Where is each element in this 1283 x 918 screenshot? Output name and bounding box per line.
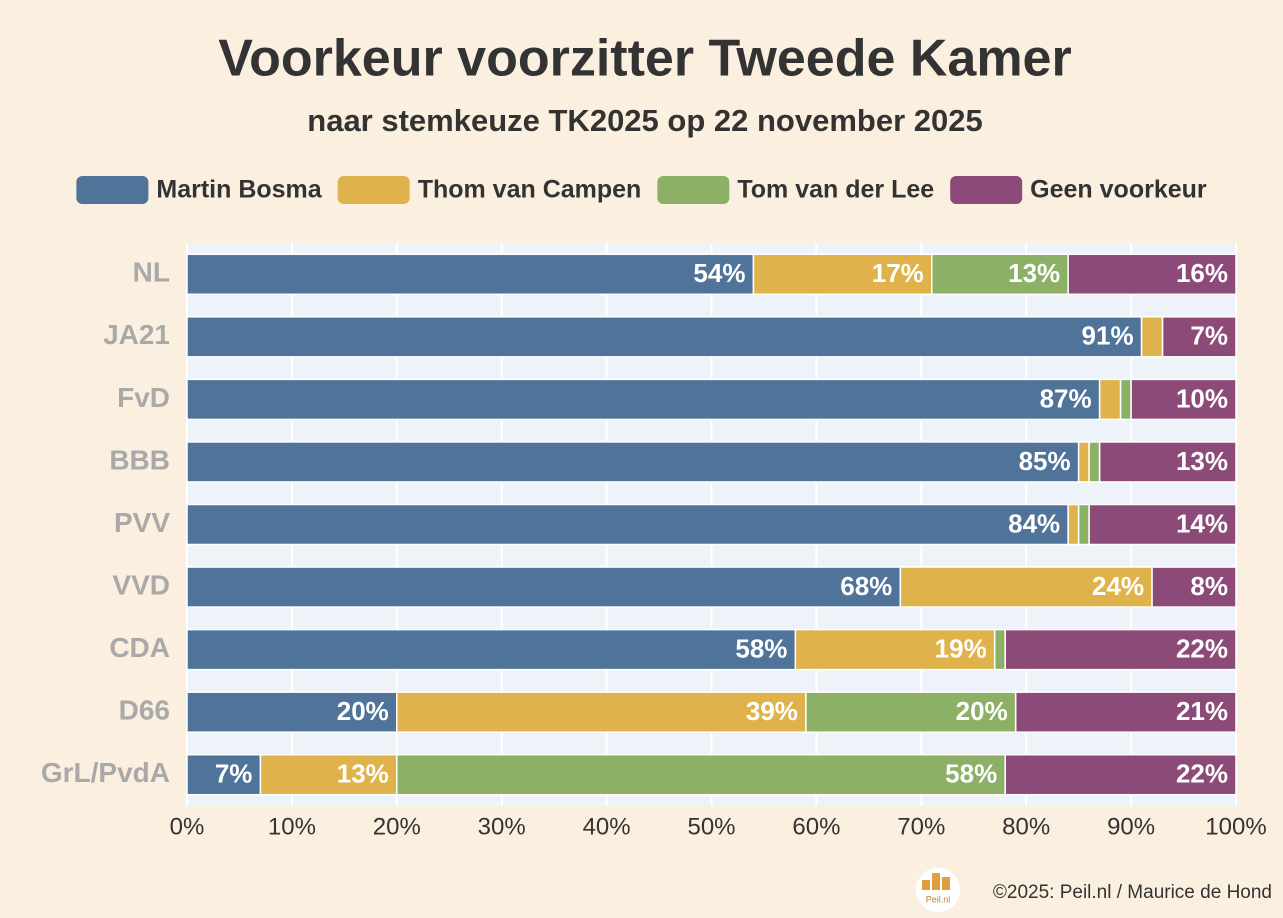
value-label: 58% — [735, 633, 787, 663]
value-label: 91% — [1082, 321, 1134, 351]
bar-segment — [1098, 441, 1237, 483]
x-tick-label: 60% — [792, 813, 840, 840]
bar-segment — [186, 316, 1143, 358]
legend-swatch — [76, 176, 149, 204]
footer: ©2025: Peil.nl / Maurice de Hond — [993, 882, 1272, 903]
value-label: 7% — [215, 759, 253, 789]
category-label: CDA — [109, 632, 170, 663]
value-label: 19% — [935, 633, 987, 663]
x-tick-label: 100% — [1205, 813, 1266, 840]
bar-segment — [805, 691, 1017, 733]
bar-segment — [186, 253, 755, 296]
value-label: 39% — [746, 696, 798, 726]
bar-segment — [993, 628, 1006, 671]
x-tick-label: 50% — [687, 813, 735, 840]
bar-segment — [1004, 753, 1237, 796]
bar-segment — [1161, 316, 1237, 358]
legend-label: Geen voorkeur — [1030, 176, 1207, 204]
bar-segment — [1067, 253, 1237, 296]
value-label: 13% — [1008, 258, 1060, 288]
x-tick-label: 10% — [268, 813, 316, 840]
bar-segment — [186, 753, 262, 796]
value-label: 14% — [1176, 508, 1228, 538]
category-label: PVV — [114, 507, 170, 538]
value-label: 24% — [1092, 571, 1144, 601]
x-tick-label: 90% — [1107, 813, 1155, 840]
legend-swatch — [657, 176, 730, 204]
value-label: 68% — [840, 571, 892, 601]
bar-segment — [1004, 628, 1237, 671]
bar-segment — [186, 378, 1101, 421]
logo-text: Peil.nl — [926, 894, 951, 904]
bar-segment — [1077, 441, 1090, 483]
bar-segment — [396, 753, 1006, 796]
value-label: 20% — [337, 696, 389, 726]
legend-label: Martin Bosma — [156, 176, 322, 204]
bar-segment — [186, 566, 902, 608]
value-label: 84% — [1008, 508, 1060, 538]
value-label: 7% — [1190, 321, 1228, 351]
x-tick-label: 20% — [373, 813, 421, 840]
bar-segment — [396, 691, 807, 733]
category-label: FvD — [117, 382, 170, 413]
chart-subtitle: naar stemkeuze TK2025 op 22 november 202… — [307, 103, 982, 138]
bar-segment — [1088, 503, 1237, 546]
bar-segment — [186, 691, 398, 733]
logo-bar — [922, 880, 930, 890]
legend: Martin Bosma Thom van Campen Tom van der L… — [76, 176, 1207, 204]
bar-segment — [1077, 503, 1090, 546]
x-tick-label: 30% — [478, 813, 526, 840]
x-tick-label: 40% — [583, 813, 631, 840]
bar-segment — [186, 441, 1080, 483]
logo-bar — [942, 877, 950, 890]
bar-segment — [931, 253, 1069, 296]
value-label: 85% — [1019, 446, 1071, 476]
category-label: NL — [133, 257, 170, 288]
value-label: 20% — [956, 696, 1008, 726]
chart-title: Voorkeur voorzitter Tweede Kamer — [218, 30, 1071, 88]
value-label: 54% — [693, 258, 745, 288]
value-label: 8% — [1190, 571, 1228, 601]
legend-swatch — [950, 176, 1023, 204]
bar-segment — [1151, 566, 1237, 608]
bar-segment — [794, 628, 996, 671]
legend-label: Thom van Campen — [418, 176, 642, 204]
category-label: JA21 — [103, 319, 170, 350]
value-label: 13% — [337, 759, 389, 789]
logo-bar — [932, 873, 940, 890]
value-label: 16% — [1176, 258, 1228, 288]
category-label: D66 — [119, 695, 170, 726]
bar-segment — [1067, 503, 1080, 546]
value-label: 58% — [945, 759, 997, 789]
category-label: GrL/PvdA — [41, 757, 170, 788]
logo: Peil.nl — [916, 868, 960, 912]
category-label: VVD — [112, 569, 170, 600]
bar-segment — [1140, 316, 1164, 358]
value-label: 10% — [1176, 383, 1228, 413]
legend-swatch — [337, 176, 410, 204]
bar-segment — [1014, 691, 1237, 733]
value-label: 22% — [1176, 633, 1228, 663]
value-label: 21% — [1176, 696, 1228, 726]
bar-segment — [186, 628, 797, 671]
value-label: 13% — [1176, 446, 1228, 476]
bar-segment — [1119, 378, 1132, 421]
x-tick-label: 70% — [897, 813, 945, 840]
value-label: 17% — [872, 258, 924, 288]
bar-segment — [1098, 378, 1122, 421]
value-label: 87% — [1040, 383, 1092, 413]
x-tick-label: 0% — [170, 813, 205, 840]
x-tick-label: 80% — [1002, 813, 1050, 840]
bar-segment — [186, 503, 1069, 546]
value-label: 22% — [1176, 759, 1228, 789]
bar-segment — [1088, 441, 1101, 483]
bar-segment — [259, 753, 398, 796]
legend-label: Tom van der Lee — [737, 176, 934, 204]
category-label: BBB — [109, 444, 170, 475]
bar-segment — [899, 566, 1153, 608]
bar-segment — [1130, 378, 1237, 421]
